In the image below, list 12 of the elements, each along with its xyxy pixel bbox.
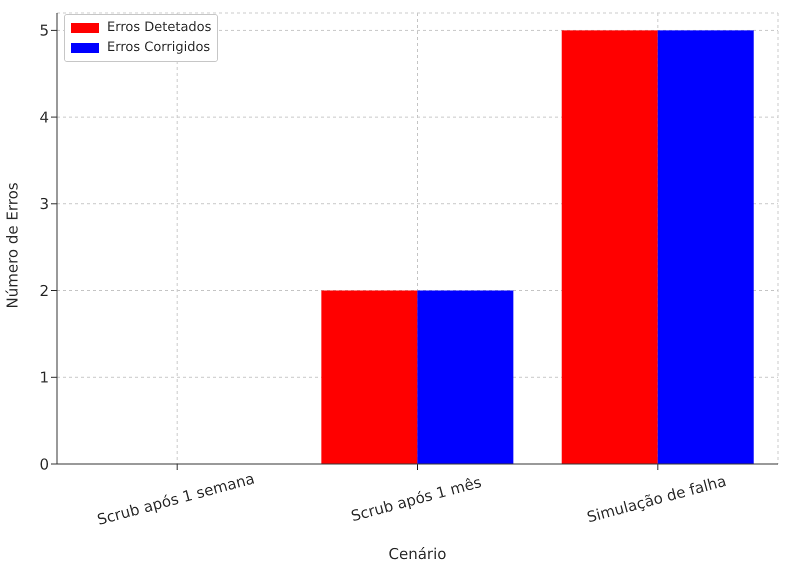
- y-tick-label: 5: [39, 22, 49, 40]
- y-tick-label: 4: [39, 108, 49, 126]
- x-tick-label: Scrub após 1 semana: [95, 470, 256, 529]
- y-tick-label: 1: [39, 368, 49, 387]
- x-tick-label: Scrub após 1 mês: [349, 473, 484, 526]
- y-axis-title: Número de Erros: [3, 182, 22, 308]
- y-tick-label: 0: [39, 455, 49, 474]
- y-tick-label: 2: [39, 282, 49, 300]
- legend-label: Erros Corrigidos: [107, 39, 210, 57]
- y-tick-label: 3: [39, 195, 49, 214]
- x-axis-title: Cenário: [388, 545, 446, 563]
- legend-label: Erros Detetados: [107, 19, 212, 37]
